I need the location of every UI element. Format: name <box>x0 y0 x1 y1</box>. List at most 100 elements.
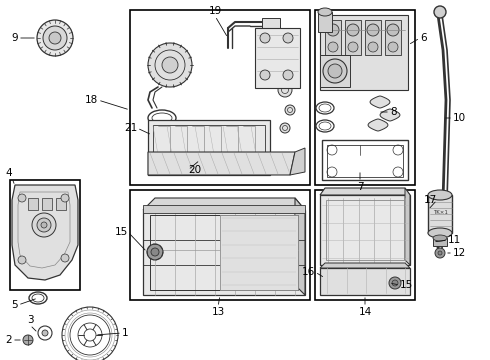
Text: 11: 11 <box>448 235 461 245</box>
Bar <box>56 198 66 210</box>
Circle shape <box>61 194 69 202</box>
Circle shape <box>347 24 359 36</box>
Text: 2: 2 <box>5 335 12 345</box>
Circle shape <box>283 33 293 43</box>
Bar <box>255 28 300 88</box>
Circle shape <box>287 65 297 75</box>
Bar <box>326 200 404 260</box>
Circle shape <box>151 248 159 256</box>
Circle shape <box>328 64 342 78</box>
Text: 16: 16 <box>302 267 315 277</box>
Circle shape <box>148 43 192 87</box>
Circle shape <box>61 254 69 262</box>
Polygon shape <box>320 268 410 295</box>
Circle shape <box>283 70 293 80</box>
Circle shape <box>368 42 378 52</box>
Bar <box>315 190 415 300</box>
Text: 17: 17 <box>424 195 437 205</box>
Bar <box>143 205 305 213</box>
Circle shape <box>328 42 338 52</box>
Circle shape <box>367 24 379 36</box>
Circle shape <box>37 218 51 232</box>
Polygon shape <box>320 195 410 265</box>
Circle shape <box>438 251 442 255</box>
Text: 19: 19 <box>208 6 221 16</box>
Circle shape <box>389 277 401 289</box>
Ellipse shape <box>428 190 452 200</box>
Polygon shape <box>370 96 390 108</box>
Circle shape <box>434 6 446 18</box>
Text: 6: 6 <box>420 33 427 43</box>
Circle shape <box>323 59 347 83</box>
Polygon shape <box>143 210 305 295</box>
Bar <box>318 12 332 32</box>
Bar <box>385 20 401 55</box>
Text: 5: 5 <box>11 300 18 310</box>
Circle shape <box>18 194 26 202</box>
Bar <box>262 18 280 40</box>
Ellipse shape <box>428 228 452 238</box>
Polygon shape <box>320 188 410 195</box>
Bar <box>428 195 452 233</box>
Polygon shape <box>148 152 295 175</box>
Circle shape <box>37 20 73 56</box>
Text: TK×1: TK×1 <box>433 211 447 216</box>
Text: 3: 3 <box>26 315 33 325</box>
Circle shape <box>165 130 175 140</box>
Bar <box>433 238 447 246</box>
Bar <box>150 215 298 290</box>
Text: 9: 9 <box>11 33 18 43</box>
Bar <box>315 10 415 185</box>
Polygon shape <box>295 198 305 295</box>
Circle shape <box>49 32 61 44</box>
Polygon shape <box>320 263 410 268</box>
Polygon shape <box>290 148 305 175</box>
Circle shape <box>278 43 292 57</box>
Circle shape <box>278 83 292 97</box>
Circle shape <box>388 42 398 52</box>
Polygon shape <box>143 198 305 210</box>
Text: 14: 14 <box>358 307 371 317</box>
Text: 1: 1 <box>122 328 129 338</box>
Bar <box>220 215 298 290</box>
Bar <box>130 10 310 185</box>
Polygon shape <box>320 15 408 90</box>
Text: 15: 15 <box>400 280 413 290</box>
Bar <box>10 180 80 290</box>
Circle shape <box>260 33 270 43</box>
Circle shape <box>42 330 48 336</box>
Polygon shape <box>405 188 410 265</box>
Polygon shape <box>380 109 400 121</box>
Polygon shape <box>368 119 388 131</box>
Circle shape <box>260 70 270 80</box>
Polygon shape <box>12 185 78 280</box>
Bar <box>365 20 381 55</box>
Text: 10: 10 <box>453 113 466 123</box>
Text: 8: 8 <box>390 107 396 117</box>
Bar <box>325 20 341 55</box>
Text: 4: 4 <box>5 168 12 178</box>
Bar <box>130 190 310 300</box>
Text: 7: 7 <box>357 182 363 192</box>
Circle shape <box>23 335 33 345</box>
Text: 20: 20 <box>188 165 201 175</box>
Text: 18: 18 <box>85 95 98 105</box>
Bar <box>320 55 350 87</box>
Circle shape <box>18 256 26 264</box>
Text: 12: 12 <box>453 248 466 258</box>
Bar <box>42 198 52 210</box>
Polygon shape <box>148 120 270 175</box>
Circle shape <box>327 24 339 36</box>
Circle shape <box>285 105 295 115</box>
Text: 13: 13 <box>211 307 224 317</box>
Circle shape <box>392 280 398 286</box>
Text: 21: 21 <box>124 123 137 133</box>
Circle shape <box>348 42 358 52</box>
Circle shape <box>387 24 399 36</box>
Circle shape <box>435 248 445 258</box>
Circle shape <box>43 26 67 50</box>
Circle shape <box>162 57 178 73</box>
Ellipse shape <box>433 235 447 241</box>
Text: 15: 15 <box>115 227 128 237</box>
Circle shape <box>280 123 290 133</box>
